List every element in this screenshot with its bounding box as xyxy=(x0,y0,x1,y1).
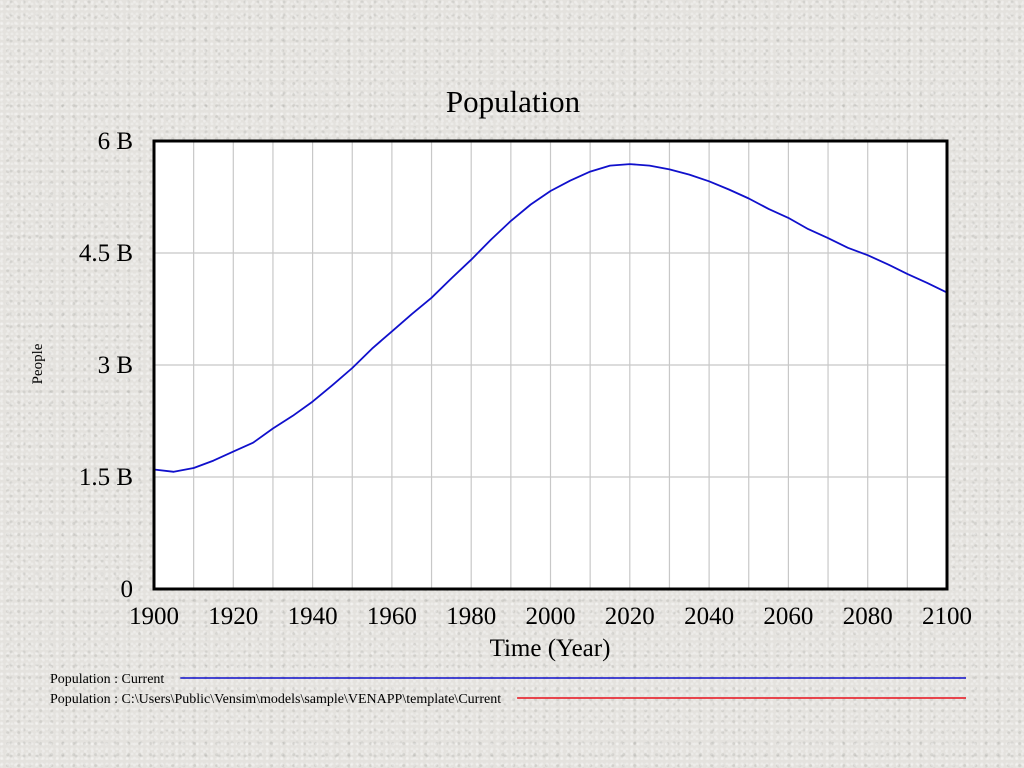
series-lines xyxy=(153,163,948,473)
y-axis-label: People xyxy=(30,343,46,384)
plot-frame xyxy=(152,139,949,591)
y-tick-label: 3 B xyxy=(98,352,133,379)
x-tick-label: 2000 xyxy=(526,603,576,630)
x-tick-label: 2020 xyxy=(605,603,655,630)
x-tick-label: 1980 xyxy=(446,603,496,630)
x-tick-label: 2100 xyxy=(922,603,972,630)
x-tick-label: 2040 xyxy=(684,603,734,630)
x-tick-label: 1940 xyxy=(288,603,338,630)
legend-entry-label: Population : Current xyxy=(50,672,164,687)
y-tick-label: 4.5 B xyxy=(79,240,133,267)
x-tick-label: 2080 xyxy=(843,603,893,630)
x-tick-label: 1960 xyxy=(367,603,417,630)
grid-lines xyxy=(154,141,947,589)
chart-title: Population xyxy=(446,84,581,119)
legend: Population : Current Population : C:\User… xyxy=(50,672,966,707)
y-tick-label: 0 xyxy=(121,576,134,603)
series-line-1 xyxy=(153,163,948,473)
y-axis-ticks: 0 1.5 B 3 B 4.5 B 6 B xyxy=(79,128,133,603)
x-axis-label: Time (Year) xyxy=(490,635,611,662)
x-tick-label: 1920 xyxy=(208,603,258,630)
x-tick-label: 1900 xyxy=(129,603,179,630)
y-tick-label: 6 B xyxy=(98,128,133,155)
y-tick-label: 1.5 B xyxy=(79,464,133,491)
x-tick-label: 2060 xyxy=(763,603,813,630)
x-axis-ticks: 1900 1920 1940 1960 1980 2000 2020 2040 2060 2080… xyxy=(129,603,972,630)
legend-entry-label: Population : C:\Users\Public\Vensim\mode… xyxy=(50,692,501,707)
